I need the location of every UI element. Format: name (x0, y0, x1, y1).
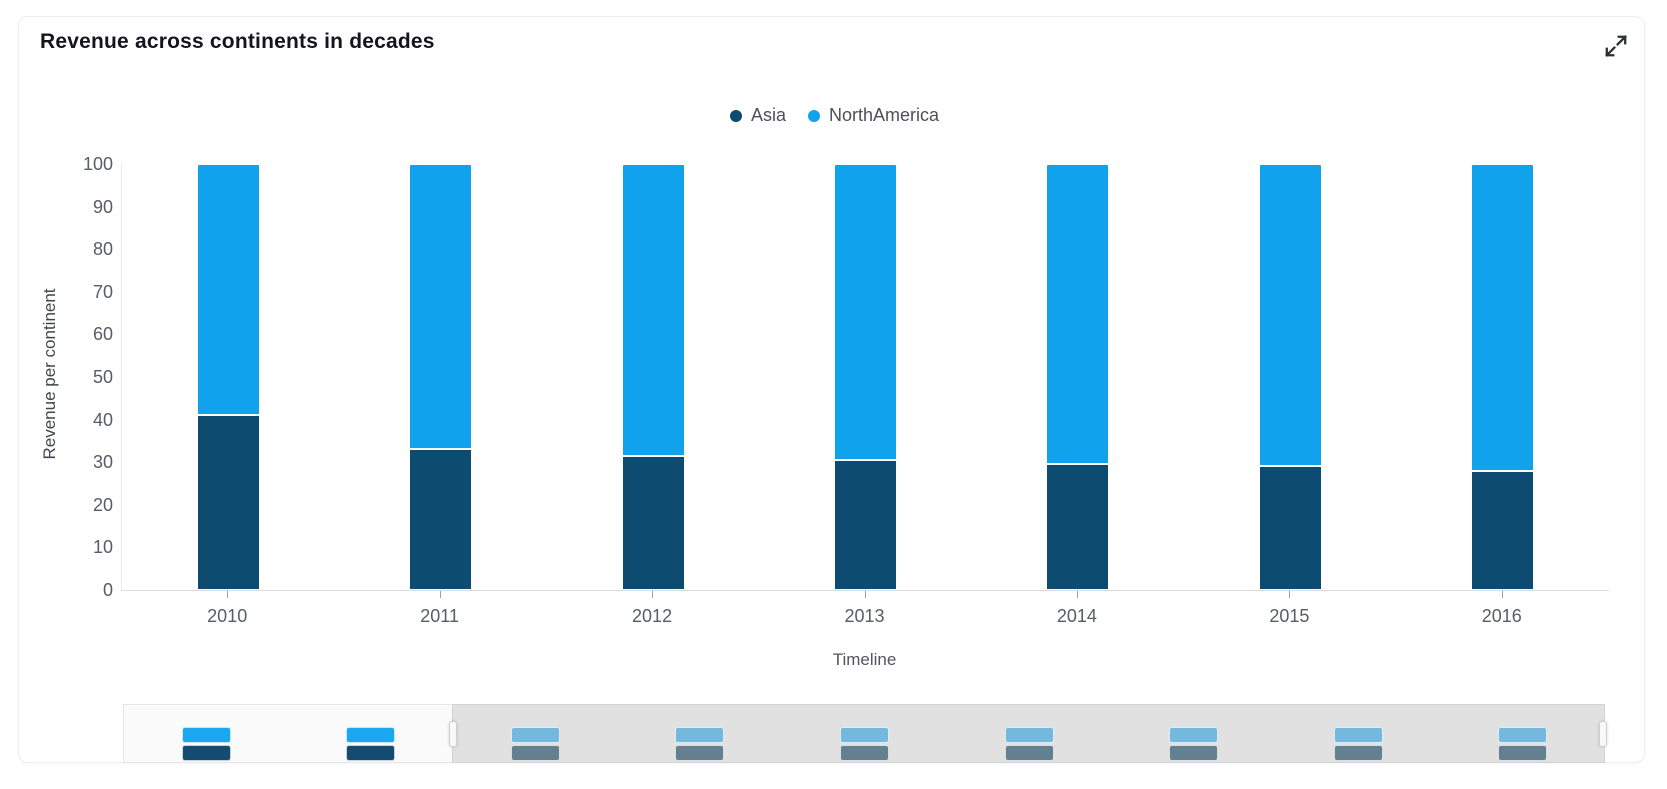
brush-mini-bar-bottom-5 (840, 745, 889, 761)
legend-dot-icon (807, 109, 820, 122)
x-tick-label-2014: 2014 (1056, 606, 1097, 626)
y-tick-label-40: 40 (92, 409, 113, 430)
brush-mini-bar-bottom-6 (1004, 745, 1054, 761)
bar-segment-asia-2011[interactable] (409, 449, 473, 590)
bar-segment-northamerica-2013[interactable] (834, 164, 897, 461)
brush-mini-bar-bottom-4 (675, 745, 725, 761)
bar-segment-northamerica-2012[interactable] (621, 164, 685, 456)
expand-arrows-icon (1603, 33, 1629, 59)
expand-button[interactable] (1599, 29, 1633, 63)
x-tick-mark (227, 591, 229, 598)
brush-mini-bar-top-2 (346, 727, 396, 743)
brush-mini-bar-bottom-3 (510, 745, 560, 761)
x-axis-line (121, 590, 1609, 591)
y-tick-label-0: 0 (102, 580, 113, 600)
bar-segment-northamerica-2014[interactable] (1046, 164, 1110, 465)
x-tick-label-2011: 2011 (420, 606, 459, 626)
plot-area (121, 164, 1609, 590)
bar-segment-northamerica-2010[interactable] (196, 164, 260, 416)
legend-label: Asia (750, 105, 786, 125)
legend-dot-icon (729, 109, 742, 122)
y-tick-label-30: 30 (92, 452, 113, 473)
brush-left-handle[interactable] (449, 721, 458, 747)
brush-mini-bar-top-1 (181, 727, 231, 743)
y-tick-label-60: 60 (92, 324, 113, 345)
x-tick-label-2015: 2015 (1269, 606, 1310, 626)
x-tick-mark (1501, 591, 1503, 598)
brush-mini-bar-top-3 (510, 727, 560, 743)
x-tick-mark (439, 591, 441, 598)
brush-mini-bar-top-5 (840, 727, 889, 743)
x-tick-mark (652, 591, 654, 598)
brush-mini-bar-top-4 (675, 727, 725, 743)
x-tick-mark (1076, 591, 1078, 598)
brush-track[interactable] (123, 704, 1607, 763)
y-tick-label-100: 100 (82, 154, 113, 174)
brush-mini-bar-top-7 (1169, 727, 1219, 743)
bar-segment-asia-2013[interactable] (834, 460, 897, 590)
chart-card: Revenue across continents in decades Asi… (18, 16, 1645, 763)
bar-segment-asia-2014[interactable] (1046, 464, 1110, 590)
brush-mini-bar-top-6 (1004, 727, 1054, 743)
x-tick-mark (864, 591, 866, 598)
x-tick-label-2016: 2016 (1481, 606, 1522, 626)
y-tick-label-10: 10 (92, 537, 113, 558)
brush-mini-bar-bottom-2 (346, 745, 396, 761)
x-tick-mark (1289, 591, 1291, 598)
chart-title: Revenue across continents in decades (40, 30, 435, 53)
legend-item-asia[interactable]: Asia (729, 105, 786, 126)
brush-mini-bar-top-9 (1498, 727, 1548, 743)
x-tick-label-2010: 2010 (207, 606, 248, 626)
x-tick-label-2012: 2012 (632, 606, 673, 626)
y-tick-label-90: 90 (92, 196, 113, 217)
x-tick-label-2013: 2013 (844, 606, 885, 626)
bar-segment-asia-2012[interactable] (621, 455, 685, 590)
legend: Asia NorthAmerica (91, 105, 1578, 126)
bar-segment-northamerica-2015[interactable] (1258, 164, 1322, 467)
bar-segment-asia-2015[interactable] (1258, 466, 1322, 590)
bar-segment-asia-2016[interactable] (1471, 470, 1535, 590)
y-tick-label-70: 70 (92, 281, 113, 302)
brush-mini-bar-bottom-1 (181, 745, 231, 761)
brush-mini-bar-top-8 (1333, 727, 1383, 743)
y-tick-label-50: 50 (92, 367, 113, 387)
y-tick-label-80: 80 (92, 239, 113, 260)
legend-label: NorthAmerica (828, 105, 940, 125)
brush-mini-bar-bottom-7 (1169, 745, 1219, 761)
legend-item-northamerica[interactable]: NorthAmerica (807, 105, 940, 126)
brush-right-handle[interactable] (1599, 721, 1607, 747)
brush-mini-bar-bottom-8 (1333, 745, 1383, 761)
bar-segment-northamerica-2011[interactable] (409, 164, 473, 450)
bar-segment-asia-2010[interactable] (196, 415, 260, 590)
brush-mini-bar-bottom-9 (1498, 745, 1548, 761)
y-tick-label-20: 20 (92, 494, 113, 515)
x-axis-title: Timeline (832, 650, 897, 669)
bar-segment-northamerica-2016[interactable] (1471, 164, 1535, 471)
